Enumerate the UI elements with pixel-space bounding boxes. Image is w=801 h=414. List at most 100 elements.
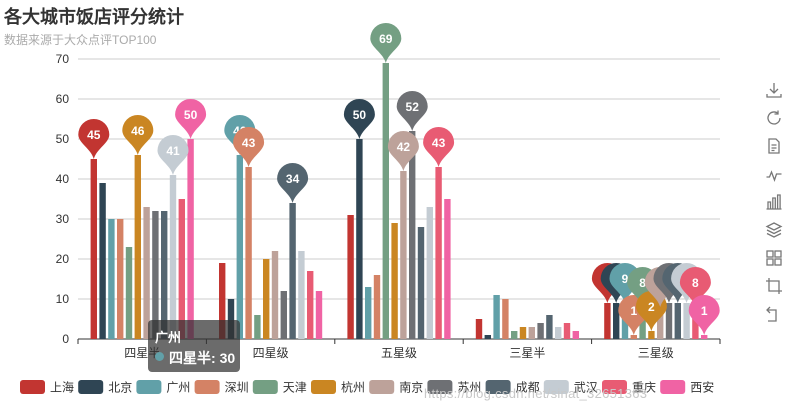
bar[interactable] [701,335,708,339]
mark-point-pin[interactable] [78,118,110,159]
bar[interactable] [347,215,354,339]
bar[interactable] [674,303,681,339]
mark-point-pin[interactable] [688,295,720,335]
bar[interactable] [271,251,279,339]
bar[interactable] [484,335,491,339]
bar[interactable] [382,63,389,339]
bar[interactable] [391,223,398,339]
restore-button[interactable] [762,104,786,132]
bar[interactable] [169,175,177,339]
bar[interactable] [117,219,124,339]
bar[interactable] [546,315,553,339]
mark-point-pin[interactable] [679,266,711,307]
legend-item[interactable]: 杭州 [311,380,365,395]
bar[interactable] [665,303,673,339]
legend-item[interactable]: 南京 [369,380,423,395]
bar[interactable] [143,207,150,339]
mark-point-pin[interactable] [423,127,455,167]
legend-item[interactable]: 重庆 [602,380,656,395]
mark-point-pin[interactable] [396,90,428,131]
legend-item[interactable]: 上海 [20,380,74,395]
bar[interactable] [356,139,363,339]
bar[interactable] [307,271,314,339]
mark-point-pin[interactable] [370,23,402,63]
data-zoom-button[interactable] [762,272,786,300]
legend-item[interactable]: 天津 [252,380,307,395]
mark-point-pin[interactable] [122,114,154,155]
bar[interactable] [630,335,637,339]
bar[interactable] [435,167,442,339]
bar[interactable] [692,307,699,339]
mark-points[interactable]: 454641504643345069425243999182899981 [78,23,720,335]
legend-label: 南京 [399,380,423,395]
mark-point-pin[interactable] [343,98,375,139]
legend[interactable]: 上海 北京 广州 深圳 天津 杭州 南京 苏州 成都 武汉 重庆 西安 [20,380,714,395]
data-view-button[interactable] [762,132,786,160]
bar[interactable] [219,263,226,339]
bar[interactable] [528,327,535,339]
bar[interactable] [90,159,97,339]
legend-item[interactable]: 西安 [660,380,714,395]
legend-item[interactable]: 北京 [78,380,132,395]
bar[interactable] [604,303,611,339]
bar[interactable] [426,207,433,339]
legend-item[interactable]: 苏州 [427,380,481,395]
bar[interactable] [134,155,141,339]
bar[interactable] [373,275,381,339]
bar[interactable] [227,299,235,339]
bar[interactable] [400,171,407,339]
bar[interactable] [99,183,106,339]
magic-tiled-button[interactable] [762,244,786,272]
bar[interactable] [125,247,133,339]
bar[interactable] [236,155,243,339]
x-tick-label: 三星级 [638,346,674,360]
bar[interactable] [108,219,115,339]
bar[interactable] [152,211,159,339]
mark-point-pin[interactable] [277,163,309,203]
bar[interactable] [444,199,451,339]
save-image-button[interactable] [762,76,786,104]
bar[interactable] [365,287,372,339]
bar[interactable] [639,307,646,339]
bar[interactable] [289,203,296,339]
bar[interactable] [178,199,185,339]
bar[interactable] [563,323,571,339]
bar[interactable] [683,303,690,339]
mark-point-pin[interactable] [175,98,207,139]
magic-bar-button[interactable] [762,188,786,216]
magic-stack-button[interactable] [762,216,786,244]
bar[interactable] [493,295,500,339]
mark-point-pin[interactable] [233,127,265,167]
magic-line-button[interactable] [762,160,786,188]
legend-item[interactable]: 深圳 [194,380,249,395]
tooltip-separator: : [211,350,216,366]
bar[interactable] [263,259,270,339]
bar[interactable] [417,227,425,339]
bar[interactable] [245,167,252,339]
bar[interactable] [315,291,323,339]
bar[interactable] [648,331,655,339]
zoom-reset-button[interactable] [762,300,786,328]
legend-item[interactable]: 成都 [485,380,540,395]
bar[interactable] [519,327,527,339]
bar[interactable] [254,315,261,339]
bar[interactable] [409,131,416,339]
bar[interactable] [657,307,664,339]
legend-item[interactable]: 广州 [136,380,190,395]
x-tick-label: 五星级 [381,346,417,360]
bar[interactable] [572,331,579,339]
bar[interactable] [555,327,562,339]
legend-item[interactable]: 武汉 [543,380,598,395]
bar[interactable] [613,303,620,339]
bar[interactable] [502,299,509,339]
mark-point-pin[interactable] [157,134,189,175]
bar[interactable] [475,319,483,339]
bar[interactable] [187,139,194,339]
bars[interactable] [90,63,708,339]
bar[interactable] [280,291,287,339]
bar[interactable] [511,331,518,339]
bar[interactable] [537,323,544,339]
bar[interactable] [161,211,168,339]
bar[interactable] [298,251,305,339]
mark-point-pin[interactable] [387,131,419,171]
